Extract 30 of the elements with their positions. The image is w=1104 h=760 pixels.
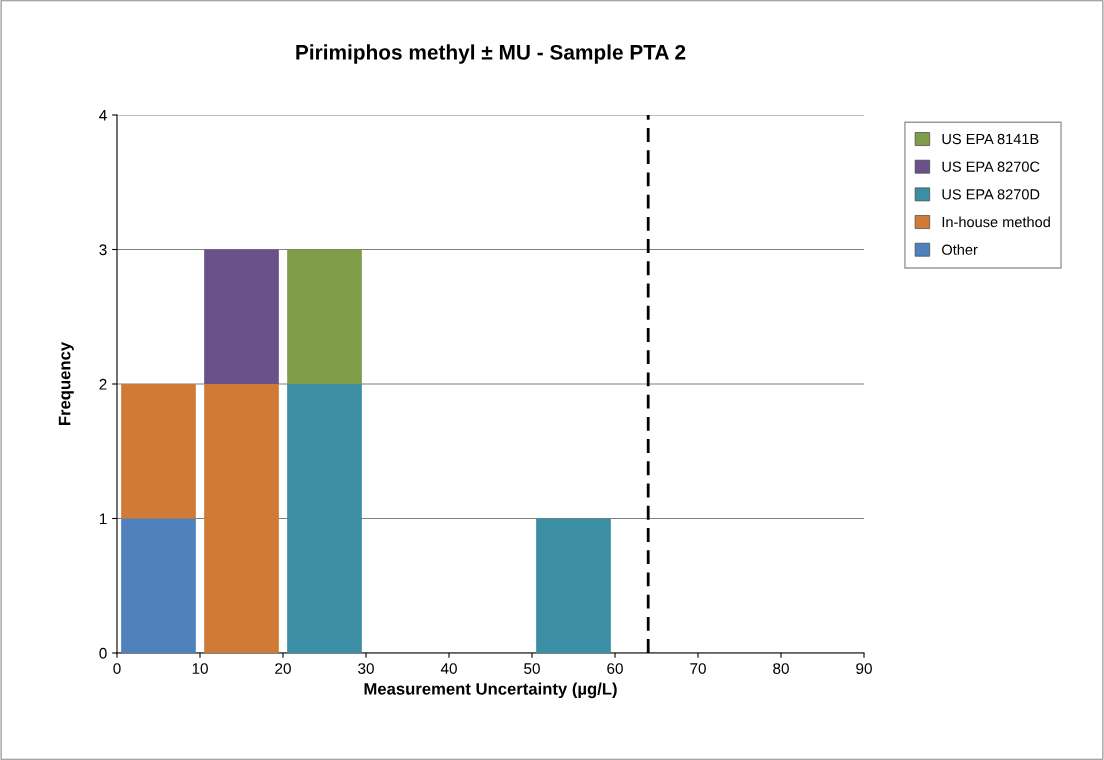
legend-label: US EPA 8270D [942,189,1040,200]
chart-title: Pirimiphos methyl ± MU - Sample PTA 2 [296,44,686,64]
x-tick-label: 0 [113,663,121,674]
x-tick-label: 30 [358,663,374,674]
y-tick-label: 3 [99,244,107,256]
x-tick-label: 20 [275,663,291,674]
x-tick-label: 50 [524,663,540,674]
x-tick-label: 80 [773,663,789,674]
bar [121,384,196,519]
x-axis-title: Measurement Uncertainty (µg/L) [364,682,617,699]
bar [204,249,279,384]
bar [287,249,362,384]
y-axis-title: Frequency [58,341,74,426]
x-tick-label: 40 [440,663,457,674]
bar [536,518,611,653]
bar [204,384,279,653]
y-tick-label: 4 [99,110,107,121]
y-tick-label: 2 [99,378,107,390]
legend-label: Other [942,244,978,255]
legend-label: US EPA 8270C [942,161,1040,172]
y-tick-label: 1 [99,513,107,525]
x-tick-label: 90 [856,663,872,674]
legend-label: In-house method [942,216,1050,228]
bar [121,518,196,653]
x-tick-label: 10 [192,663,208,674]
x-tick-label: 60 [607,663,623,674]
legend-label: US EPA 8141B [942,133,1039,145]
x-tick-label: 70 [690,663,706,674]
bar [287,384,362,653]
y-tick-label: 0 [99,647,107,659]
